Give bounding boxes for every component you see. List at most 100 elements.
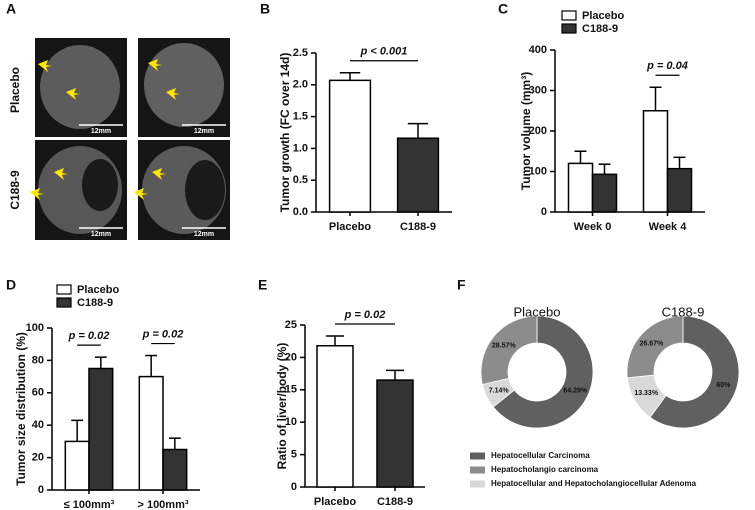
legend-swatch bbox=[470, 452, 485, 460]
segment-label: 7.14% bbox=[489, 387, 510, 394]
y-tick-label: 25 bbox=[285, 319, 297, 331]
legend-label: Placebo bbox=[582, 10, 624, 22]
segment-label: 13.33% bbox=[634, 390, 659, 397]
mri-tissue bbox=[40, 45, 120, 129]
panel-letter: B bbox=[260, 1, 270, 17]
y-tick-label: 100 bbox=[529, 165, 547, 177]
mri-cavity bbox=[185, 160, 225, 220]
p-value: p = 0.02 bbox=[142, 328, 184, 340]
x-tick-label: C188-9 bbox=[400, 221, 436, 233]
legend-label: C188-9 bbox=[582, 23, 618, 35]
y-tick-label: 1.0 bbox=[293, 142, 308, 154]
p-value: p = 0.04 bbox=[646, 60, 688, 72]
bar bbox=[591, 173, 618, 213]
scale-label: 12mm bbox=[91, 128, 111, 135]
legend-swatch bbox=[561, 23, 577, 34]
scale-label: 12mm bbox=[194, 128, 214, 135]
panel-letter: A bbox=[6, 1, 16, 17]
bar bbox=[376, 379, 414, 488]
y-tick-label: 10 bbox=[285, 416, 297, 428]
panel-letter: F bbox=[457, 277, 466, 293]
arrow bbox=[54, 168, 68, 180]
bar bbox=[64, 440, 90, 491]
segment-label: 64.29% bbox=[563, 387, 588, 394]
y-tick-label: 2.0 bbox=[293, 79, 308, 91]
arrows bbox=[30, 59, 180, 200]
panel-letter: E bbox=[258, 277, 267, 293]
legend-label: Hepatocellular and Hepatocholangiocellul… bbox=[491, 479, 697, 488]
arrow bbox=[30, 188, 44, 200]
y-tick-label: 400 bbox=[529, 44, 547, 56]
y-tick-label: 80 bbox=[32, 354, 44, 366]
y-tick-label: 20 bbox=[285, 351, 297, 363]
x-tick-label: Week 0 bbox=[574, 221, 612, 233]
x-tick-label: ≤ 100mm³ bbox=[64, 499, 115, 510]
mri-tissue bbox=[144, 43, 224, 127]
x-tick-label: Placebo bbox=[314, 496, 356, 508]
donut-hole bbox=[654, 343, 712, 401]
x-tick-label: Week 4 bbox=[649, 221, 688, 233]
legend-label: Placebo bbox=[77, 284, 119, 296]
y-tick-label: 0.0 bbox=[293, 206, 308, 218]
y-tick-label: 0.5 bbox=[293, 174, 308, 186]
p-value: p = 0.02 bbox=[344, 309, 386, 321]
row-label: Placebo bbox=[8, 67, 22, 113]
y-tick-label: 5 bbox=[291, 449, 297, 461]
y-tick-label: 40 bbox=[32, 419, 44, 431]
p-value: p = 0.02 bbox=[68, 330, 110, 342]
panel-letter: C bbox=[498, 1, 508, 17]
y-axis-label: Tumor growth (FC over 14d) bbox=[278, 53, 292, 213]
legend-label: Hepatocholangio carcinoma bbox=[491, 465, 599, 474]
legend-label: C188-9 bbox=[77, 297, 113, 309]
segment-label: 26.67% bbox=[640, 340, 665, 347]
y-tick-label: 200 bbox=[529, 125, 547, 137]
y-tick-label: 1.5 bbox=[293, 111, 308, 123]
y-tick-label: 300 bbox=[529, 84, 547, 96]
y-axis-label: Tumor volume (mm³) bbox=[519, 72, 533, 190]
bar bbox=[666, 167, 693, 213]
arrow bbox=[134, 188, 148, 200]
y-tick-label: 0 bbox=[541, 206, 547, 218]
panel-letter: D bbox=[6, 277, 16, 293]
arrow bbox=[38, 60, 52, 72]
bar bbox=[162, 448, 188, 491]
bar bbox=[396, 137, 440, 213]
legend-swatch bbox=[561, 10, 577, 21]
bar bbox=[328, 79, 372, 213]
x-tick-label: C188-9 bbox=[377, 496, 413, 508]
legend-swatch bbox=[470, 466, 485, 474]
arrow bbox=[66, 88, 80, 100]
y-axis-label: Ratio of liver/body (%) bbox=[275, 343, 289, 470]
scale-label: 12mm bbox=[91, 231, 111, 238]
segment-label: 28.57% bbox=[492, 342, 517, 349]
arrow bbox=[166, 88, 180, 100]
y-tick-label: 100 bbox=[26, 322, 44, 334]
mri-cavity bbox=[82, 159, 118, 211]
row-label: C188-9 bbox=[8, 170, 22, 210]
bar bbox=[567, 162, 594, 213]
bar bbox=[642, 110, 669, 213]
y-tick-label: 20 bbox=[32, 452, 44, 464]
y-tick-label: 0 bbox=[38, 484, 44, 496]
scale-label: 12mm bbox=[194, 231, 214, 238]
legend-swatch bbox=[56, 284, 72, 295]
y-tick-label: 15 bbox=[285, 384, 297, 396]
donut-hole bbox=[508, 343, 566, 401]
p-value: p < 0.001 bbox=[360, 46, 408, 58]
donut-title: Placebo bbox=[514, 304, 561, 319]
legend-label: Hepatocellular Carcinoma bbox=[491, 451, 590, 460]
arrow bbox=[152, 168, 166, 180]
bar bbox=[138, 375, 164, 491]
mri-images bbox=[30, 38, 230, 240]
donut-title: C188-9 bbox=[662, 304, 705, 319]
x-tick-label: Placebo bbox=[329, 221, 371, 233]
y-axis-label: Tumor size distribution (%) bbox=[14, 332, 28, 486]
legend-swatch bbox=[56, 297, 72, 308]
arrow bbox=[148, 59, 162, 71]
y-tick-label: 0 bbox=[291, 481, 297, 493]
bar bbox=[88, 367, 114, 491]
y-tick-label: 60 bbox=[32, 387, 44, 399]
segment-label: 60% bbox=[716, 382, 731, 389]
x-tick-label: > 100mm³ bbox=[137, 499, 188, 510]
